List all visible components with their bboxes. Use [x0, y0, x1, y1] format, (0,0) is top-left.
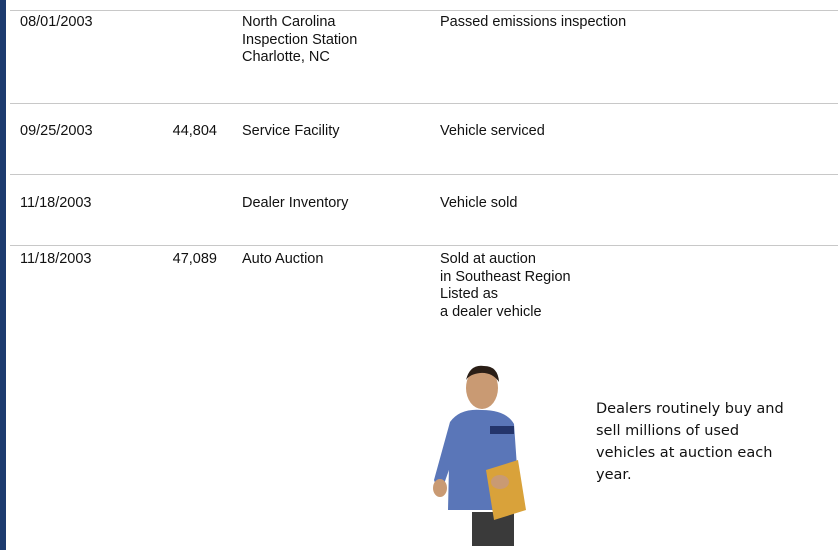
- source-line: North Carolina: [242, 14, 357, 32]
- comments-cell: Vehicle sold: [440, 195, 517, 213]
- row-separator: [10, 10, 838, 11]
- source-cell: Auto Auction: [242, 251, 323, 269]
- vehicle-history-page: Dealers routinely buy andsell millions o…: [0, 0, 838, 550]
- row-separator: [10, 174, 838, 175]
- comment-line: Passed emissions inspection: [440, 14, 626, 32]
- callout-line: sell millions of used: [596, 420, 784, 442]
- source-line: Auto Auction: [242, 251, 323, 269]
- date-cell: 11/18/2003: [20, 195, 92, 213]
- date-cell: 11/18/2003: [20, 251, 92, 269]
- callout-line: Dealers routinely buy and: [596, 398, 784, 420]
- comment-line: a dealer vehicle: [440, 304, 571, 322]
- callout-line: vehicles at auction each: [596, 442, 784, 464]
- comments-cell: Passed emissions inspection: [440, 14, 626, 32]
- source-line: Service Facility: [242, 123, 340, 141]
- comment-line: Listed as: [440, 286, 571, 304]
- date-cell: 08/01/2003: [20, 14, 93, 32]
- source-line: Dealer Inventory: [242, 195, 348, 213]
- source-cell: Dealer Inventory: [242, 195, 348, 213]
- comment-line: Vehicle serviced: [440, 123, 545, 141]
- left-accent-bar: [0, 0, 6, 550]
- date-cell: 09/25/2003: [20, 123, 93, 141]
- odometer-cell: 47,089: [137, 251, 217, 269]
- comment-line: Vehicle sold: [440, 195, 517, 213]
- source-cell: Service Facility: [242, 123, 340, 141]
- dealer-photo: [420, 360, 530, 550]
- callout-line: year.: [596, 464, 784, 486]
- comment-line: Sold at auction: [440, 251, 571, 269]
- row-separator: [10, 245, 838, 246]
- source-line: Inspection Station: [242, 32, 357, 50]
- odometer-cell: 44,804: [137, 123, 217, 141]
- source-line: Charlotte, NC: [242, 49, 357, 67]
- comments-cell: Vehicle serviced: [440, 123, 545, 141]
- row-separator: [10, 103, 838, 104]
- comment-line: in Southeast Region: [440, 269, 571, 287]
